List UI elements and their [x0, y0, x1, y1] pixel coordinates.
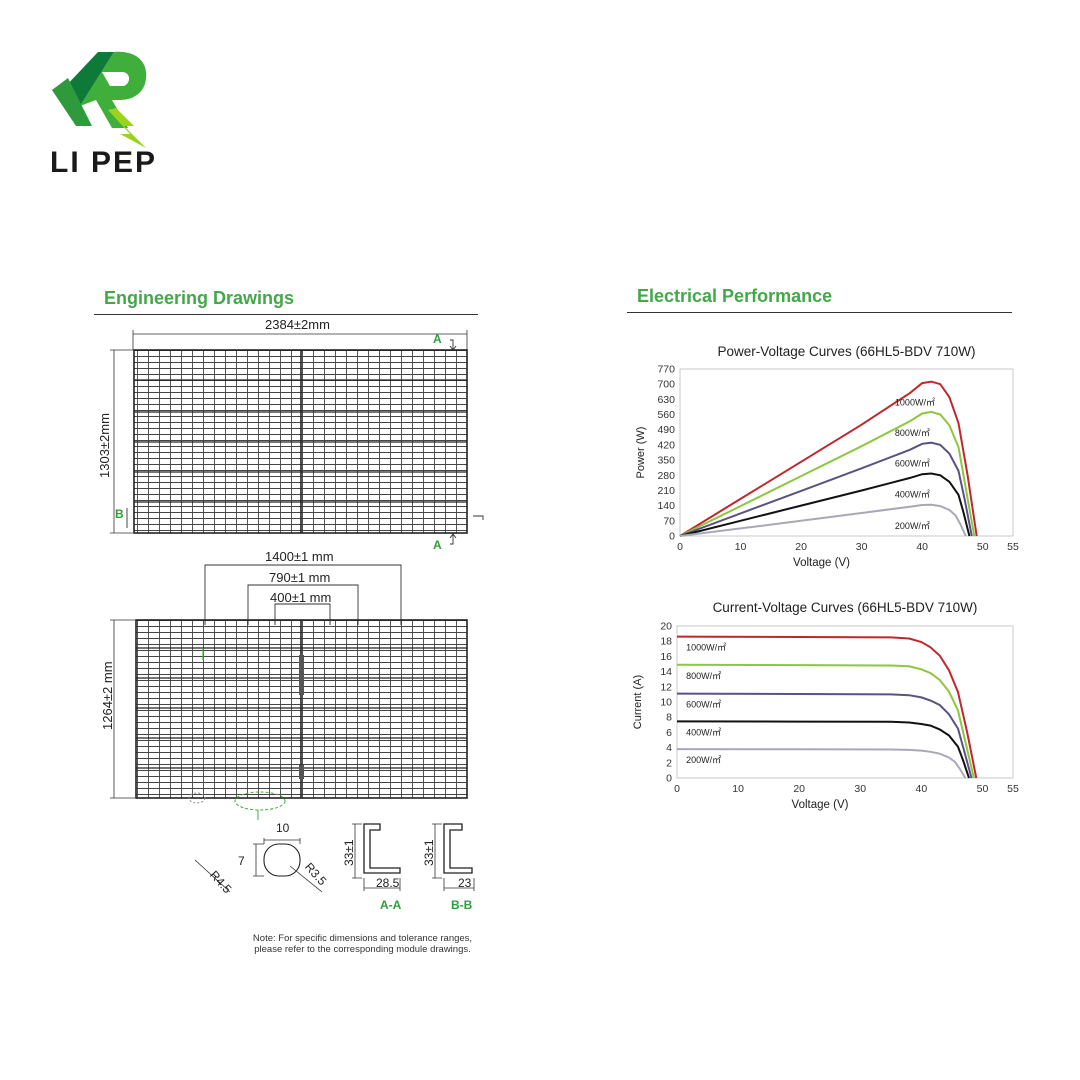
profile-aa-width: 28.5	[376, 876, 400, 890]
series-label: 200W/㎡	[686, 755, 721, 765]
engineering-rule	[94, 314, 478, 315]
series-label: 600W/㎡	[686, 700, 721, 710]
series-line	[679, 441, 973, 537]
electrical-performance-heading: Electrical Performance	[637, 286, 833, 306]
frame-profile-bb	[432, 823, 475, 891]
series-label: 800W/㎡	[895, 428, 930, 438]
y-tick-label: 2	[666, 757, 672, 769]
y-tick-label: 6	[666, 727, 672, 739]
x-tick-label: 40	[916, 783, 928, 795]
series-label: 400W/㎡	[686, 727, 721, 737]
drawing-note-line2: please refer to the corresponding module…	[254, 943, 471, 955]
x-tick-label: 55	[1007, 541, 1019, 553]
x-tick-label: 20	[795, 541, 807, 553]
profile-aa-label: A-A	[380, 898, 402, 912]
y-axis-label: Power (W)	[635, 427, 647, 479]
series-line	[676, 692, 973, 779]
hole-height-label: 7	[238, 854, 245, 868]
series-line	[676, 720, 970, 779]
y-tick-label: 560	[657, 409, 675, 421]
x-tick-label: 10	[735, 541, 747, 553]
module-width-dimension: 2384±2mm	[265, 317, 330, 332]
electrical-rule	[627, 312, 1012, 313]
y-tick-label: 770	[657, 364, 675, 376]
drawing-note-line1: Note: For specific dimensions and tolera…	[252, 933, 473, 944]
x-tick-label: 30	[854, 783, 866, 795]
y-tick-label: 140	[657, 500, 675, 512]
chart-title: Power-Voltage Curves (66HL5-BDV 710W)	[717, 344, 975, 359]
series-line	[679, 472, 971, 537]
x-tick-label: 40	[916, 541, 928, 553]
series-label: 200W/㎡	[895, 521, 930, 531]
series-line	[679, 380, 978, 537]
x-tick-label: 30	[856, 541, 868, 553]
profile-bb-label: B-B	[451, 898, 473, 912]
brand-logo	[50, 48, 160, 148]
y-tick-label: 210	[657, 485, 675, 497]
section-marker-a-top: A	[433, 332, 442, 346]
plot-area-frame	[676, 625, 1014, 779]
x-tick-label: 55	[1007, 783, 1019, 795]
y-tick-label: 8	[666, 712, 672, 724]
y-tick-label: 12	[660, 681, 672, 693]
series-line	[676, 635, 978, 779]
section-marker-a-bottom: A	[433, 538, 442, 552]
x-tick-label: 0	[677, 541, 683, 553]
series-label: 1000W/㎡	[686, 643, 726, 653]
y-tick-label: 10	[660, 697, 672, 709]
x-axis-label: Voltage (V)	[793, 557, 850, 569]
module-height-dimension-2: 1264±2 mm	[100, 661, 115, 730]
series-label: 1000W/㎡	[895, 398, 935, 408]
series-line	[676, 748, 967, 779]
y-tick-label: 0	[669, 531, 675, 543]
module-front-drawing	[110, 330, 484, 545]
mounting-dimension-1400: 1400±1 mm	[265, 549, 334, 564]
y-tick-label: 630	[657, 394, 675, 406]
y-tick-label: 4	[666, 742, 672, 754]
x-tick-label: 50	[977, 783, 989, 795]
y-tick-label: 490	[657, 424, 675, 436]
x-tick-label: 10	[732, 783, 744, 795]
y-tick-label: 700	[657, 379, 675, 391]
series-line	[679, 503, 967, 537]
chart-title: Current-Voltage Curves (66HL5-BDV 710W)	[713, 600, 978, 615]
y-tick-label: 420	[657, 439, 675, 451]
series-line	[676, 663, 975, 779]
y-tick-label: 70	[663, 515, 675, 527]
y-tick-label: 14	[660, 666, 672, 678]
y-tick-label: 16	[660, 651, 672, 663]
module-height-dimension: 1303±2mm	[97, 413, 112, 478]
module-rear-drawing	[110, 564, 468, 820]
series-line	[679, 410, 976, 537]
section-marker-b: B	[115, 507, 124, 521]
x-axis-label: Voltage (V)	[792, 799, 849, 811]
profile-bb-height: 33±1	[422, 839, 436, 866]
y-tick-label: 18	[660, 636, 672, 648]
profile-bb-width: 23	[458, 876, 472, 890]
drawing-note: Note: For specific dimensions and tolera…	[230, 933, 495, 956]
y-tick-label: 0	[666, 773, 672, 785]
y-tick-label: 280	[657, 470, 675, 482]
y-tick-label: 350	[657, 455, 675, 467]
profile-aa-height: 33±1	[342, 839, 356, 866]
logo-mark-icon	[52, 51, 147, 148]
current-voltage-chart: Current-Voltage Curves (66HL5-BDV 710W) 0…	[632, 600, 1019, 811]
plot-area-frame	[679, 368, 1014, 537]
frame-profile-aa	[352, 823, 401, 891]
engineering-drawings-heading: Engineering Drawings	[104, 288, 295, 308]
mounting-dimension-790: 790±1 mm	[269, 570, 331, 585]
mounting-hole-detail	[194, 838, 323, 893]
x-tick-label: 0	[674, 783, 680, 795]
series-label: 400W/㎡	[895, 490, 930, 500]
series-label: 600W/㎡	[895, 459, 930, 469]
mounting-dimension-400: 400±1 mm	[270, 590, 332, 605]
series-label: 800W/㎡	[686, 671, 721, 681]
brand-name: LI PEP	[50, 146, 158, 179]
hole-width-label: 10	[276, 821, 290, 835]
x-tick-label: 20	[793, 783, 805, 795]
y-axis-label: Current (A)	[632, 675, 644, 729]
x-tick-label: 50	[977, 541, 989, 553]
y-tick-label: 20	[660, 621, 672, 633]
power-voltage-chart: Power-Voltage Curves (66HL5-BDV 710W) 0 10…	[635, 344, 1019, 569]
